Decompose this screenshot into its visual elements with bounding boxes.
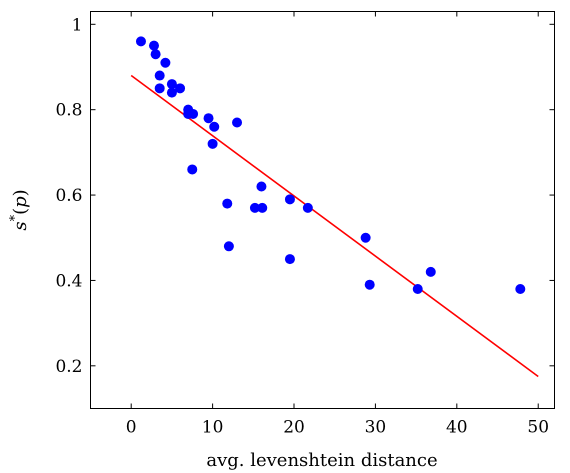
x-tick-label: 50 <box>527 418 549 438</box>
y-tick-label: 0.8 <box>55 101 82 121</box>
data-point <box>160 57 171 68</box>
trend-line <box>130 74 539 378</box>
data-point <box>175 83 186 94</box>
x-tick-label: 0 <box>126 418 137 438</box>
x-tick-label: 30 <box>365 418 387 438</box>
x-tick-label: 20 <box>283 418 305 438</box>
data-point <box>425 266 436 277</box>
y-tick-label: 0.2 <box>55 357 82 377</box>
x-tick-label: 40 <box>446 418 468 438</box>
data-point <box>154 70 165 81</box>
data-point <box>364 279 375 290</box>
data-point <box>515 283 526 294</box>
axis-ticks: 0 10 20 30 40 50 0.2 0.4 0.6 0.8 1 <box>55 11 555 438</box>
data-points <box>135 36 526 294</box>
data-point <box>166 79 177 90</box>
plot-frame <box>90 11 555 409</box>
y-tick-label: 0.4 <box>55 271 82 291</box>
y-tick-label: 0.6 <box>55 186 82 206</box>
x-axis-label: avg. levenshtein distance <box>206 450 437 471</box>
data-point <box>148 40 159 51</box>
data-point <box>150 49 161 60</box>
data-point <box>207 138 218 149</box>
data-point <box>302 202 313 213</box>
data-point <box>284 194 295 205</box>
y-axis-label: s*(p) <box>8 189 31 230</box>
data-point <box>166 87 177 98</box>
data-point <box>257 202 268 213</box>
y-tick-label: 1 <box>72 15 83 35</box>
x-tick-label: 10 <box>202 418 224 438</box>
data-point <box>203 113 214 124</box>
data-point <box>187 164 198 175</box>
trend-line-group <box>130 74 539 378</box>
data-point <box>154 83 165 94</box>
data-point <box>360 232 371 243</box>
data-point <box>232 117 243 128</box>
data-point <box>209 121 220 132</box>
data-point <box>412 283 423 294</box>
data-point <box>249 202 260 213</box>
data-point <box>256 181 267 192</box>
data-point <box>135 36 146 47</box>
data-point <box>222 198 233 209</box>
data-point <box>188 108 199 119</box>
data-point <box>223 241 234 252</box>
data-point <box>284 254 295 265</box>
